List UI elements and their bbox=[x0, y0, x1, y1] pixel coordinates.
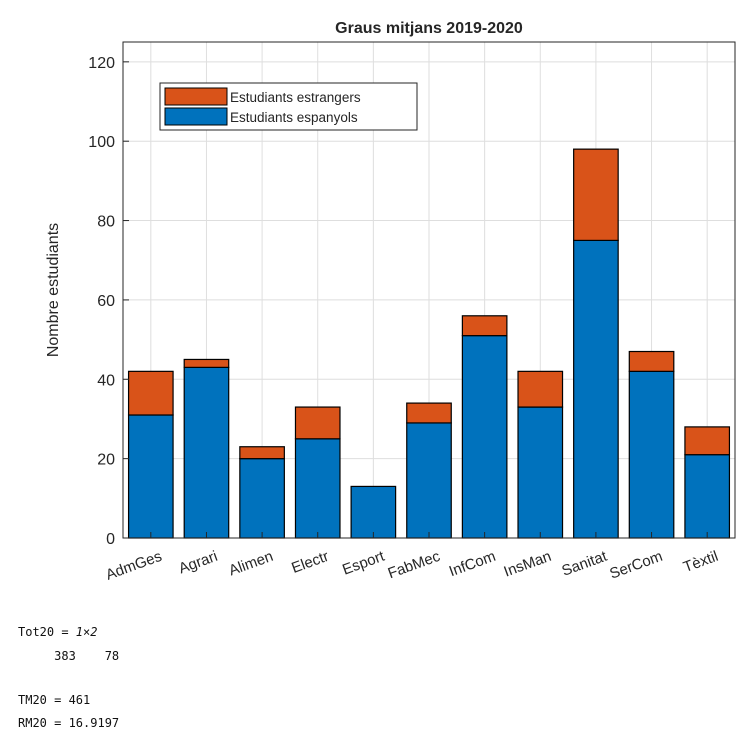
bar-espanyols-FabMec bbox=[406, 422, 452, 539]
y-tick-label: 120 bbox=[88, 55, 115, 72]
chart-title: Graus mitjans 2019-2020 bbox=[335, 20, 523, 37]
legend-label: Estudiants estrangers bbox=[230, 90, 361, 105]
bar-estrangers-Alimen bbox=[239, 446, 285, 460]
console-tot-label: Tot20 = bbox=[18, 625, 76, 639]
bar-espanyols-InfCom bbox=[461, 335, 508, 539]
legend: Estudiants estrangers Estudiants espanyol… bbox=[159, 82, 418, 131]
console-tm20: TM20 = 461 bbox=[18, 693, 91, 707]
y-tick-label: 80 bbox=[97, 214, 115, 231]
bar-espanyols-AdmGes bbox=[127, 414, 174, 539]
legend-swatch bbox=[164, 87, 228, 106]
y-axis-label: Nombre estudiants bbox=[45, 223, 62, 357]
y-tick-label: 60 bbox=[97, 293, 115, 310]
console-tot20-values: 383 78 bbox=[18, 649, 120, 663]
bar-espanyols-Esport bbox=[350, 485, 397, 539]
bar-estrangers-Agrari bbox=[183, 358, 230, 368]
bar-espanyols-Agrari bbox=[183, 366, 230, 539]
bar-espanyols-SerCom bbox=[628, 370, 675, 539]
bar-estrangers-Tèxtil bbox=[684, 426, 731, 456]
y-tick-label: 100 bbox=[88, 134, 115, 151]
y-tick-label: 20 bbox=[97, 452, 115, 469]
legend-label: Estudiants espanyols bbox=[230, 110, 358, 125]
bar-estrangers-Electr bbox=[294, 406, 341, 440]
bar-estrangers-SerCom bbox=[628, 350, 675, 372]
bar-estrangers-Sanitat bbox=[573, 148, 619, 242]
console-tot20: Tot20 = 1×2 bbox=[18, 625, 97, 639]
bar-estrangers-AdmGes bbox=[127, 370, 174, 416]
bar-espanyols-InsMan bbox=[517, 406, 564, 539]
bar-espanyols-Sanitat bbox=[573, 239, 619, 539]
bars bbox=[127, 148, 731, 539]
console-rm20: RM20 = 16.9197 bbox=[18, 716, 120, 730]
legend-swatch bbox=[164, 107, 228, 126]
bar-espanyols-Electr bbox=[294, 438, 341, 539]
y-tick-label: 40 bbox=[97, 372, 115, 389]
bar-espanyols-Tèxtil bbox=[684, 454, 731, 539]
bar-estrangers-InsMan bbox=[517, 370, 564, 408]
bar-espanyols-Alimen bbox=[239, 458, 285, 539]
y-tick-label: 0 bbox=[106, 531, 115, 548]
bar-estrangers-InfCom bbox=[461, 315, 508, 337]
bar-estrangers-FabMec bbox=[406, 402, 452, 424]
console-tot-dims: 1×2 bbox=[75, 625, 98, 639]
